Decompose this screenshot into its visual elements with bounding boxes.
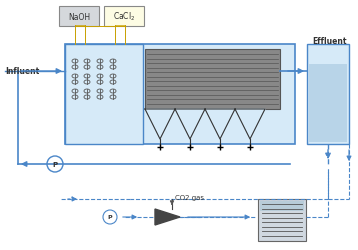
Polygon shape	[205, 110, 235, 140]
FancyBboxPatch shape	[104, 7, 144, 27]
Text: Effluent: Effluent	[312, 37, 347, 46]
Polygon shape	[235, 110, 265, 140]
FancyBboxPatch shape	[59, 7, 99, 27]
Text: P: P	[108, 215, 112, 220]
FancyBboxPatch shape	[307, 45, 349, 144]
FancyBboxPatch shape	[309, 65, 347, 142]
FancyBboxPatch shape	[145, 50, 280, 110]
Text: P: P	[52, 161, 58, 167]
Text: Influent: Influent	[5, 67, 39, 76]
Text: NaOH: NaOH	[68, 12, 90, 22]
Polygon shape	[145, 110, 175, 140]
FancyBboxPatch shape	[258, 199, 306, 241]
FancyBboxPatch shape	[260, 201, 304, 211]
Polygon shape	[155, 209, 180, 225]
Text: CO2 gas: CO2 gas	[175, 194, 204, 200]
FancyBboxPatch shape	[65, 45, 295, 144]
FancyBboxPatch shape	[65, 45, 143, 144]
Text: CaCl$_2$: CaCl$_2$	[113, 11, 135, 23]
Polygon shape	[175, 110, 205, 140]
